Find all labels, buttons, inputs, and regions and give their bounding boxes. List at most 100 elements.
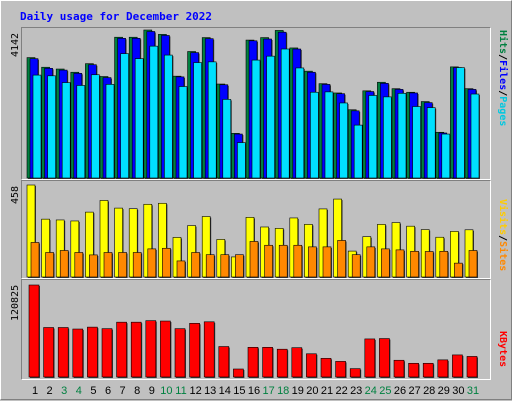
day-label: 5 <box>90 385 96 397</box>
day-label: 26 <box>394 385 406 397</box>
visits-bar <box>322 246 332 278</box>
visits-bar <box>337 240 346 278</box>
visits-bar <box>366 246 376 278</box>
kbytes-bar <box>145 320 157 378</box>
pages-bar <box>207 61 217 179</box>
day-label: 27 <box>408 385 420 397</box>
pages-bar <box>178 86 188 179</box>
pages-bar <box>120 53 129 179</box>
day-label: 6 <box>105 385 111 397</box>
pages-bar <box>47 75 56 179</box>
visits-bar <box>176 260 186 278</box>
day-label: 14 <box>219 385 231 397</box>
kbytes-bar <box>379 338 390 378</box>
kbytes-bar <box>130 321 142 378</box>
kbytes-bar <box>160 320 171 378</box>
pages-bar <box>456 67 465 179</box>
visits-bar <box>205 254 215 278</box>
pages-bar <box>339 102 348 179</box>
day-label: 11 <box>175 385 186 397</box>
day-label: 23 <box>350 385 362 397</box>
kbytes-bar <box>57 327 69 378</box>
day-label: 8 <box>134 385 140 397</box>
kbytes-bar <box>87 326 98 378</box>
day-label: 20 <box>306 385 318 397</box>
kbytes-bar <box>233 368 244 378</box>
visits-bar <box>293 244 303 278</box>
visits-bar <box>118 252 127 278</box>
day-label: 18 <box>277 385 289 397</box>
day-label: 12 <box>189 385 201 397</box>
kbytes-bar <box>203 321 215 378</box>
kbytes-bar <box>437 359 449 378</box>
pages-bar <box>251 59 261 179</box>
day-label: 10 <box>160 385 172 397</box>
kbytes-bar <box>28 284 40 378</box>
kbytes-bar <box>349 368 361 378</box>
visits-bar <box>89 254 98 278</box>
visits-bar <box>439 250 449 278</box>
visits-bar <box>424 251 434 278</box>
day-label: 9 <box>149 385 155 397</box>
pages-bar <box>32 74 42 179</box>
pages-bar <box>280 48 290 179</box>
kbytes-bar <box>116 321 127 378</box>
visits-bar <box>147 248 157 278</box>
pages-bar <box>149 45 159 179</box>
pages-bar <box>164 54 173 179</box>
kbytes-bar <box>247 347 259 378</box>
day-label: 24 <box>365 385 377 397</box>
kbytes-bar <box>408 362 419 378</box>
kbytes-bar <box>189 323 200 378</box>
visits-bar <box>454 262 463 278</box>
pages-bar <box>193 62 202 179</box>
visits-bar <box>132 252 142 278</box>
pages-bar <box>266 55 275 179</box>
kbytes-bar <box>320 358 332 378</box>
day-label: 21 <box>321 385 333 397</box>
visits-bar <box>30 242 40 278</box>
day-label: 2 <box>47 385 53 397</box>
kbytes-bar <box>291 347 303 378</box>
kbytes-bar <box>393 359 405 378</box>
day-label: 17 <box>262 385 274 397</box>
kbytes-bar <box>466 356 478 378</box>
day-label: 4 <box>76 385 82 397</box>
kbytes-bar <box>72 328 84 378</box>
visits-bar <box>59 250 69 278</box>
day-label: 31 <box>467 385 479 397</box>
day-label: 3 <box>61 385 67 397</box>
day-label: 16 <box>248 385 260 397</box>
day-label: 7 <box>120 385 126 397</box>
visits-bar <box>162 247 171 278</box>
chart-title: Daily usage for December 2022 <box>20 10 213 23</box>
day-label: 25 <box>379 385 391 397</box>
kbytes-bar <box>276 348 288 378</box>
pages-bar <box>368 95 378 179</box>
pages-bar <box>426 107 436 179</box>
visits-bar <box>235 254 244 278</box>
pages-bar <box>91 74 100 179</box>
kbytes-bar <box>43 327 54 378</box>
visits-bar <box>249 241 259 278</box>
kbytes-bar <box>174 328 186 378</box>
pages-bar <box>383 96 392 179</box>
day-label: 29 <box>438 385 450 397</box>
kbytes-bar <box>364 338 376 378</box>
visits-bar <box>191 252 200 278</box>
pages-bar <box>105 84 115 179</box>
visits-bar <box>264 244 273 278</box>
visits-bar <box>74 252 84 278</box>
pages-bar <box>412 106 421 179</box>
day-label: 28 <box>423 385 435 397</box>
visits-bar <box>395 249 405 278</box>
day-label: 19 <box>292 385 304 397</box>
visits-bar <box>308 246 317 278</box>
day-label: 13 <box>204 385 216 397</box>
pages-bar <box>310 91 319 179</box>
pages-bar <box>441 133 451 179</box>
pages-bar <box>76 85 86 179</box>
visits-bar <box>351 254 361 278</box>
